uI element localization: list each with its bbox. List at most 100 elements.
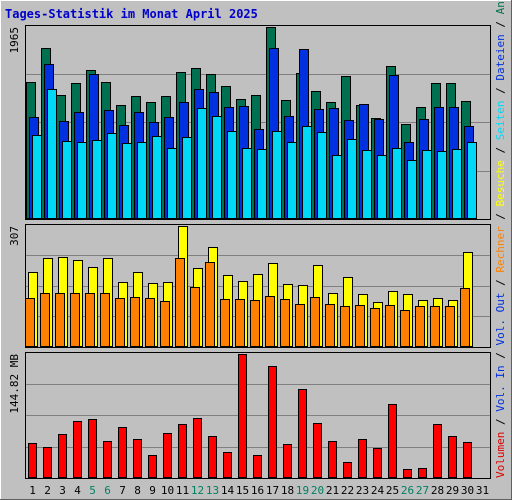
bar-volumen-day-4 xyxy=(73,421,82,478)
right-legend-segment-10: Seiten xyxy=(494,100,507,140)
bar-volumen-day-26 xyxy=(403,469,412,478)
bar-seiten-day-7 xyxy=(122,143,132,219)
day-label-3: 3 xyxy=(59,484,66,497)
bar-seiten-day-25 xyxy=(392,148,402,219)
bar-volumen-day-19 xyxy=(298,389,307,478)
bar-rechner-day-18 xyxy=(280,299,290,347)
bar-seiten-day-14 xyxy=(227,131,237,219)
bar-rechner-day-4 xyxy=(70,293,80,347)
bar-volumen-day-5 xyxy=(88,419,97,478)
bar-rechner-day-1 xyxy=(25,298,35,347)
bar-volumen-day-23 xyxy=(358,439,367,478)
bar-volumen-day-25 xyxy=(388,404,397,478)
right-legend-segment-11: / xyxy=(494,81,507,101)
bar-seiten-day-30 xyxy=(467,142,477,219)
day-label-19: 19 xyxy=(296,484,309,497)
bar-volumen-day-13 xyxy=(208,436,217,478)
day-label-4: 4 xyxy=(74,484,81,497)
bar-seiten-day-26 xyxy=(407,160,417,219)
bar-rechner-day-15 xyxy=(235,299,245,347)
bar-seiten-day-18 xyxy=(287,142,297,219)
bar-volumen-day-30 xyxy=(463,442,472,478)
bar-seiten-day-24 xyxy=(377,155,387,219)
bar-seiten-day-4 xyxy=(77,142,87,219)
day-label-12: 12 xyxy=(191,484,204,497)
bar-rechner-day-27 xyxy=(415,306,425,347)
day-label-21: 21 xyxy=(326,484,339,497)
right-legend-segment-7: / xyxy=(494,206,507,226)
bar-rechner-day-10 xyxy=(160,301,170,347)
bar-seiten-day-3 xyxy=(62,141,72,219)
bar-seiten-day-9 xyxy=(152,136,162,219)
bar-rechner-day-16 xyxy=(250,300,260,347)
bar-rechner-day-25 xyxy=(385,305,395,347)
right-legend-label: Volumen / Vol. In / Vol. Out / Rechner /… xyxy=(494,0,507,478)
day-label-15: 15 xyxy=(236,484,249,497)
bar-volumen-day-11 xyxy=(178,424,187,478)
bar-volumen-day-10 xyxy=(163,433,172,478)
day-label-28: 28 xyxy=(431,484,444,497)
bar-volumen-day-20 xyxy=(313,423,322,478)
bar-volumen-day-2 xyxy=(43,447,52,478)
bar-volumen-day-29 xyxy=(448,436,457,478)
bar-rechner-day-9 xyxy=(145,298,155,347)
right-legend-segment-0: Volumen xyxy=(494,432,507,478)
bar-seiten-day-10 xyxy=(167,148,177,219)
day-label-24: 24 xyxy=(371,484,385,497)
right-legend-segment-1: / xyxy=(494,412,507,432)
bar-rechner-day-29 xyxy=(445,306,455,347)
bar-rechner-day-17 xyxy=(265,296,275,347)
bar-rechner-day-20 xyxy=(310,297,320,347)
bar-rechner-day-19 xyxy=(295,304,305,347)
bar-seiten-day-6 xyxy=(107,133,117,219)
day-label-1: 1 xyxy=(29,484,36,497)
bar-rechner-day-14 xyxy=(220,299,230,347)
ymax-label-bottom: 144.82 MB xyxy=(8,354,21,414)
bar-seiten-day-27 xyxy=(422,150,432,219)
bar-rechner-day-5 xyxy=(85,293,95,347)
bar-volumen-day-16 xyxy=(253,455,262,478)
bar-seiten-day-1 xyxy=(32,135,42,219)
day-label-2: 2 xyxy=(44,484,51,497)
bar-seiten-day-8 xyxy=(137,142,147,219)
bar-seiten-day-15 xyxy=(242,148,252,219)
bar-seiten-day-17 xyxy=(272,131,282,219)
right-legend-segment-3: / xyxy=(494,346,507,366)
bar-rechner-day-23 xyxy=(355,305,365,347)
day-label-27: 27 xyxy=(416,484,429,497)
bar-rechner-day-7 xyxy=(115,298,125,347)
bar-seiten-day-16 xyxy=(257,149,267,219)
right-legend-segment-4: Vol. Out xyxy=(494,293,507,346)
bar-rechner-day-24 xyxy=(370,308,380,347)
day-label-29: 29 xyxy=(446,484,459,497)
right-legend-segment-14: Anfragen xyxy=(494,0,507,14)
bar-rechner-day-13 xyxy=(205,262,215,347)
ymax-label-middle: 307 xyxy=(8,226,21,246)
bar-rechner-day-28 xyxy=(430,306,440,347)
bar-volumen-day-9 xyxy=(148,455,157,478)
bar-rechner-day-8 xyxy=(130,297,140,347)
chart-title: Tages-Statistik im Monat April 2025 xyxy=(5,7,258,21)
ymax-label-top: 1965 xyxy=(8,27,21,54)
right-legend-segment-5: / xyxy=(494,273,507,293)
day-label-16: 16 xyxy=(251,484,264,497)
bar-rechner-day-12 xyxy=(190,287,200,347)
day-label-31: 31 xyxy=(476,484,489,497)
bar-rechner-day-30 xyxy=(460,288,470,347)
bar-volumen-day-12 xyxy=(193,418,202,478)
right-legend-segment-13: / xyxy=(494,14,507,34)
bar-rechner-day-21 xyxy=(325,304,335,347)
day-label-9: 9 xyxy=(149,484,156,497)
bar-seiten-day-29 xyxy=(452,149,462,219)
day-label-8: 8 xyxy=(134,484,141,497)
bar-rechner-day-6 xyxy=(100,293,110,347)
bar-volumen-day-21 xyxy=(328,441,337,478)
day-label-20: 20 xyxy=(311,484,324,497)
bar-rechner-day-22 xyxy=(340,306,350,347)
bar-seiten-day-28 xyxy=(437,151,447,219)
bar-rechner-day-2 xyxy=(40,293,50,347)
bar-seiten-day-19 xyxy=(302,126,312,219)
day-label-5: 5 xyxy=(89,484,96,497)
bar-volumen-day-3 xyxy=(58,434,67,478)
